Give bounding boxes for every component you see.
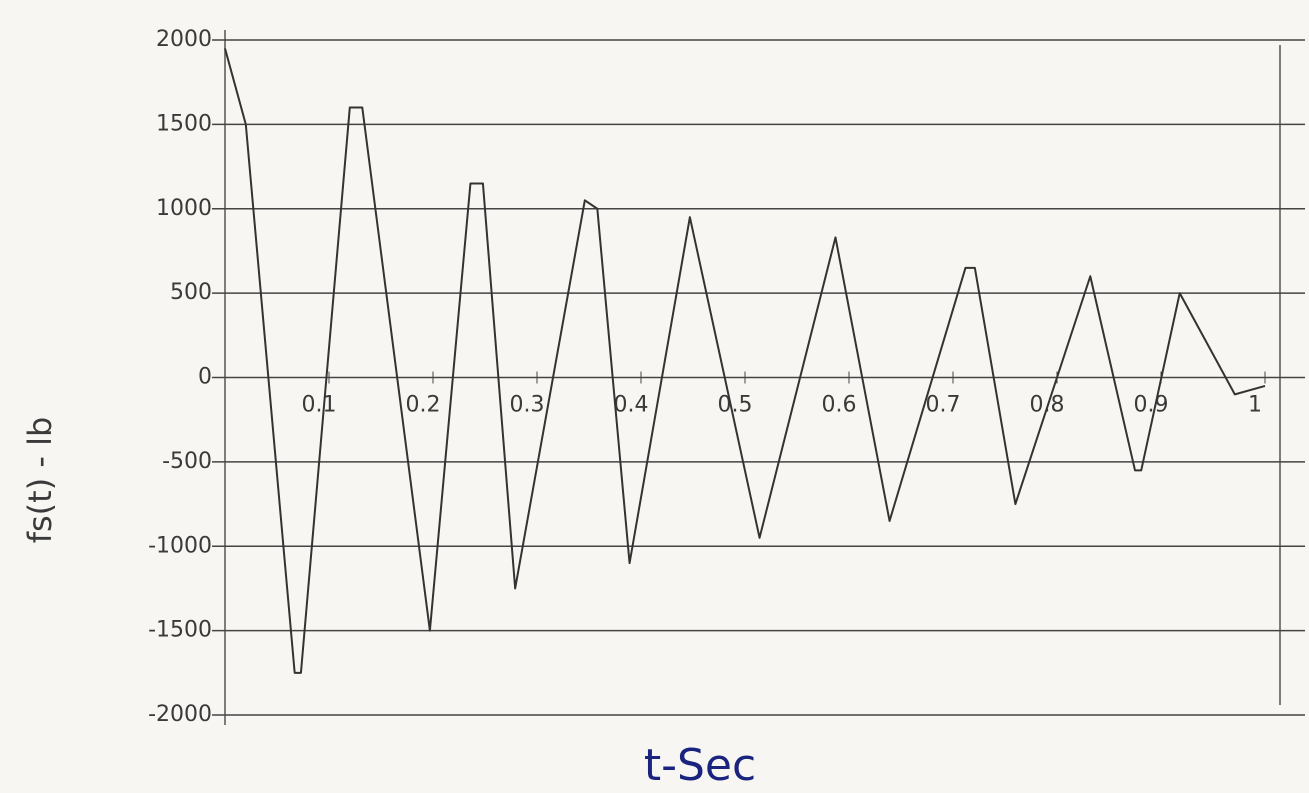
x-tick-label: 0.4	[614, 393, 649, 418]
x-tick-label: 0.5	[718, 393, 753, 418]
x-tick-label: 0.6	[822, 393, 857, 418]
y-tick-label: 1000	[156, 196, 212, 221]
y-tick-label: 500	[170, 280, 212, 305]
x-tick-label: 0.1	[302, 393, 337, 418]
x-axis-title: t-Sec	[644, 740, 756, 791]
x-tick-label: 0.3	[510, 393, 545, 418]
y-tick-label: 1500	[156, 111, 212, 136]
x-tick-label: 0.9	[1134, 393, 1169, 418]
chart: t-Sec fs(t) - lb -2000 -1500 -1000 -500 0 500…	[0, 0, 1309, 793]
y-axis-title: fs(t) - lb	[21, 417, 59, 544]
x-tick-label: 1	[1248, 393, 1262, 418]
x-tick-label: 0.7	[926, 393, 961, 418]
y-tick-label: -1000	[148, 533, 212, 558]
y-tick-label: -2000	[148, 702, 212, 727]
x-tick-label: 0.2	[406, 393, 441, 418]
y-tick-label: 0	[198, 365, 212, 390]
y-tick-label: -1500	[148, 618, 212, 643]
y-tick-label: -500	[162, 449, 212, 474]
y-tick-label: 2000	[156, 27, 212, 52]
